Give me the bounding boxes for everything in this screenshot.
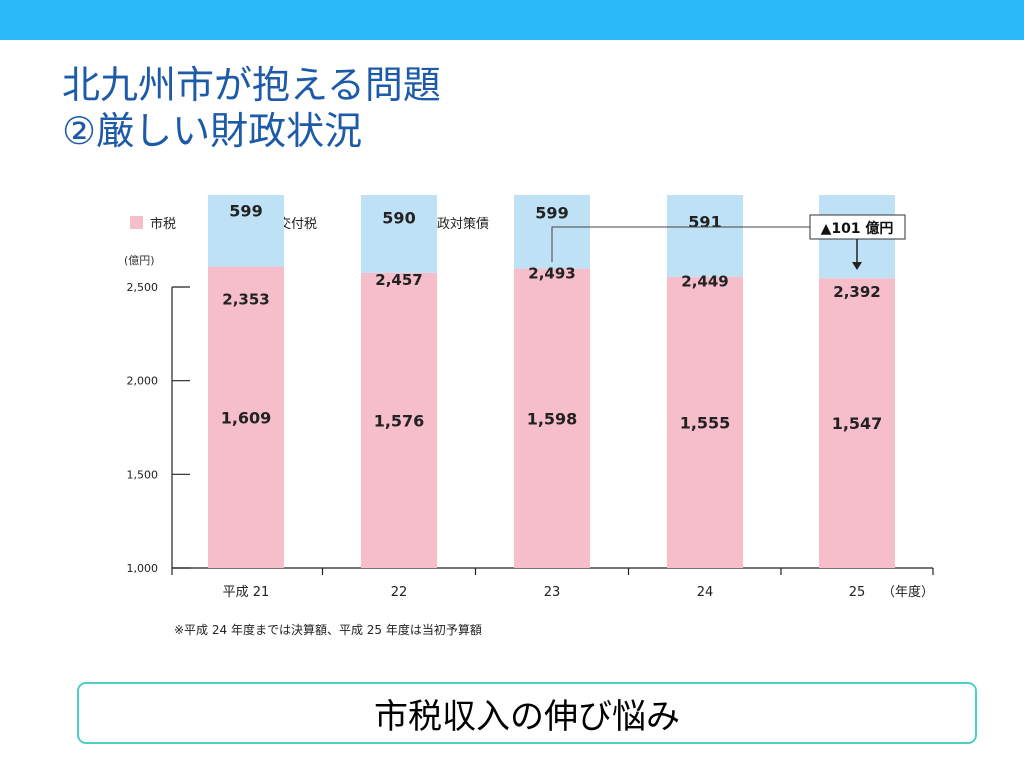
- bar-label-1-3: 591: [688, 212, 721, 231]
- chart-footnote: ※平成 24 年度までは決算額、平成 25 年度は当初予算額: [174, 622, 482, 637]
- bar-0-0: [208, 266, 284, 568]
- x-tick-label-3: 24: [697, 585, 714, 600]
- bar-label-1-0: 599: [229, 201, 262, 220]
- callout-box: 市税収入の伸び悩み: [77, 682, 977, 744]
- annotation-box: [809, 214, 906, 240]
- x-tick-label-1: 22: [391, 585, 408, 600]
- x-tick-label-0: 平成 21: [223, 585, 270, 600]
- bar-label-0-1: 1,576: [374, 411, 425, 430]
- bar-label-0-4: 1,547: [832, 414, 883, 433]
- x-unit-label: （年度）: [882, 584, 934, 600]
- annotation-connector: [551, 226, 810, 262]
- stacked-bar-chart: 市税 地方交付税 臨時財政対策債(億円)1,0001,5002,0002,5001,…: [124, 195, 934, 637]
- total-label-3: 2,449: [681, 273, 728, 291]
- title-line-2: ②厳しい財政状況: [62, 109, 363, 153]
- callout-text: 市税収入の伸び悩み: [374, 696, 680, 737]
- legend-swatch-0: [130, 216, 143, 229]
- bar-label-1-1: 590: [382, 208, 415, 227]
- bar-label-0-0: 1,609: [221, 408, 272, 427]
- slide-title: 北九州市が抱える問題 ②厳しい財政状況: [62, 62, 441, 154]
- total-label-2: 2,493: [528, 264, 575, 282]
- bar-1-1: [361, 195, 437, 273]
- bar-0-3: [667, 276, 743, 568]
- y-tick-label: 2,000: [127, 375, 159, 388]
- bar-label-0-3: 1,555: [680, 413, 731, 432]
- x-tick-label-2: 23: [544, 585, 561, 600]
- bar-1-3: [667, 195, 743, 277]
- y-unit-label: (億円): [124, 254, 155, 267]
- total-label-0: 2,353: [222, 291, 269, 309]
- bar-label-1-2: 599: [535, 204, 568, 223]
- title-line-1: 北九州市が抱える問題: [62, 63, 441, 107]
- bar-0-4: [819, 278, 895, 568]
- bar-label-0-2: 1,598: [527, 409, 578, 428]
- y-tick-label: 1,500: [127, 468, 159, 481]
- total-label-1: 2,457: [375, 271, 422, 289]
- bar-0-2: [514, 268, 590, 568]
- bar-0-1: [361, 272, 437, 568]
- bar-1-0: [208, 195, 284, 267]
- y-tick-label: 1,000: [127, 562, 159, 575]
- x-tick-label-4: 25: [849, 585, 866, 600]
- annotation-text: ▲101 億円: [821, 220, 894, 237]
- top-bar: [0, 0, 1024, 40]
- annotation-arrowhead: [852, 262, 862, 270]
- legend-label-0: 市税: [150, 216, 176, 232]
- total-label-4: 2,392: [833, 283, 880, 301]
- y-tick-label: 2,500: [127, 281, 159, 294]
